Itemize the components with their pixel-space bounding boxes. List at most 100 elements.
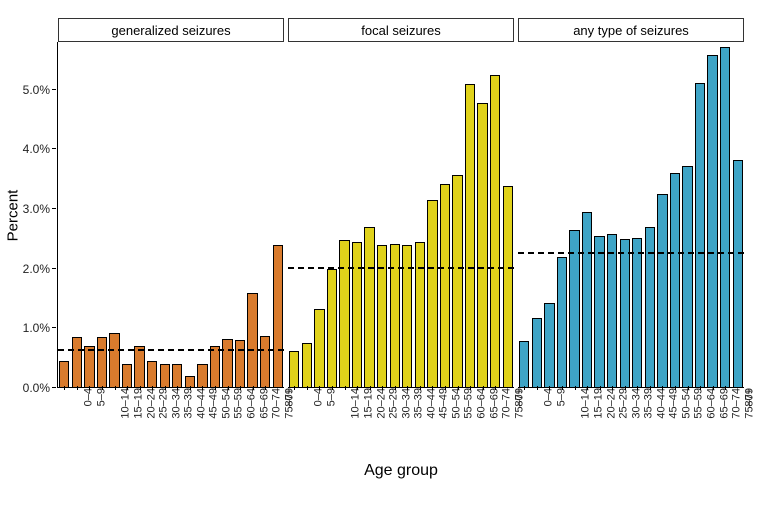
bar <box>594 236 604 388</box>
x-tick-mark <box>688 386 689 390</box>
facet-strip-label: any type of seizures <box>518 18 744 42</box>
x-tick-mark <box>395 386 396 390</box>
bar <box>707 55 717 388</box>
x-tick-label: 30–34 <box>400 388 412 419</box>
x-tick-label: 15–19 <box>593 388 605 419</box>
x-tick-mark <box>700 386 701 390</box>
plot-area <box>58 42 284 388</box>
bar <box>720 47 730 388</box>
bar <box>390 244 400 388</box>
x-tick-label: 50–54 <box>680 388 692 419</box>
x-axis-title: Age group <box>58 462 744 480</box>
y-tick-label: 4.0% <box>23 142 50 156</box>
bars-group <box>518 42 744 388</box>
bar <box>682 166 692 388</box>
bar <box>327 269 337 388</box>
x-tick-label: 40–44 <box>425 388 437 419</box>
bar <box>72 337 82 388</box>
x-tick-mark <box>190 386 191 390</box>
plot-area <box>288 42 514 388</box>
x-tick-mark <box>445 386 446 390</box>
bar <box>670 173 680 388</box>
x-tick-mark <box>240 386 241 390</box>
x-tick-mark <box>102 386 103 390</box>
bar <box>59 361 69 388</box>
x-tick-mark <box>470 386 471 390</box>
x-tick-mark <box>549 386 550 390</box>
facet-panel: focal seizures <box>288 18 514 388</box>
y-tick-label: 3.0% <box>23 202 50 216</box>
x-tick-mark <box>483 386 484 390</box>
x-tick-mark <box>420 386 421 390</box>
x-tick-mark <box>495 386 496 390</box>
bar <box>147 361 157 388</box>
x-tick-mark <box>228 386 229 390</box>
bar <box>273 245 283 388</box>
x-tick-mark <box>537 386 538 390</box>
bar <box>532 318 542 388</box>
x-tick-label: 5–9 <box>95 388 107 406</box>
bar <box>134 346 144 388</box>
bar <box>302 343 312 388</box>
x-tick-label: 50–54 <box>450 388 462 419</box>
bar <box>544 303 554 388</box>
bar <box>222 339 232 388</box>
x-tick-mark <box>319 386 320 390</box>
x-tick-group: 0–45–910–1415–1920–2425–2930–3435–3940–4… <box>518 388 744 458</box>
x-tick-label: 35–39 <box>413 388 425 419</box>
x-axis-tick-labels: 0–45–910–1415–1920–2425–2930–3435–3940–4… <box>58 388 744 458</box>
reference-line <box>58 349 284 351</box>
bar <box>314 309 324 388</box>
x-tick-group: 0–45–910–1415–1920–2425–2930–3435–3940–4… <box>58 388 284 458</box>
x-tick-label: 0–4 <box>543 388 555 406</box>
bar <box>503 186 513 388</box>
x-tick-label: 10–14 <box>580 388 592 419</box>
bar <box>197 364 207 388</box>
x-tick-label: 40–44 <box>195 388 207 419</box>
x-tick-mark <box>432 386 433 390</box>
x-tick-group: 0–45–910–1415–1920–2425–2930–3435–3940–4… <box>288 388 514 458</box>
x-tick-label: 5–9 <box>325 388 337 406</box>
x-tick-label: 60–64 <box>706 388 718 419</box>
x-tick-mark <box>140 386 141 390</box>
x-tick-label: 45–49 <box>438 388 450 419</box>
x-tick-mark <box>89 386 90 390</box>
x-tick-label: 65–69 <box>488 388 500 419</box>
x-tick-mark <box>64 386 65 390</box>
x-tick-label: 55–59 <box>693 388 705 419</box>
x-tick-label: 25–29 <box>618 388 630 419</box>
x-tick-mark <box>115 386 116 390</box>
x-tick-mark <box>370 386 371 390</box>
bars-group <box>58 42 284 388</box>
x-tick-label: 70–74 <box>271 388 283 419</box>
x-tick-mark <box>332 386 333 390</box>
bar <box>632 238 642 388</box>
bar <box>657 194 667 388</box>
x-tick-mark <box>650 386 651 390</box>
bar <box>557 257 567 388</box>
bar <box>339 240 349 388</box>
y-tick-label: 0.0% <box>23 381 50 395</box>
bars-group <box>288 42 514 388</box>
bar <box>109 333 119 388</box>
bar <box>84 346 94 388</box>
x-tick-label: 65–69 <box>258 388 270 419</box>
x-tick-mark <box>625 386 626 390</box>
x-tick-mark <box>587 386 588 390</box>
x-tick-label: 20–24 <box>145 388 157 419</box>
x-tick-label: 30–34 <box>630 388 642 419</box>
x-tick-label: 25–29 <box>388 388 400 419</box>
facet-panel: any type of seizures <box>518 18 744 388</box>
y-tick-label: 2.0% <box>23 262 50 276</box>
y-tick-label: 1.0% <box>23 321 50 335</box>
bar <box>122 364 132 388</box>
bar <box>289 351 299 388</box>
x-tick-label: 50–54 <box>220 388 232 419</box>
bar <box>415 242 425 388</box>
bar <box>210 346 220 388</box>
bar <box>465 84 475 388</box>
bar <box>440 184 450 388</box>
x-tick-label: 10–14 <box>350 388 362 419</box>
bar <box>160 364 170 388</box>
x-tick-mark <box>307 386 308 390</box>
